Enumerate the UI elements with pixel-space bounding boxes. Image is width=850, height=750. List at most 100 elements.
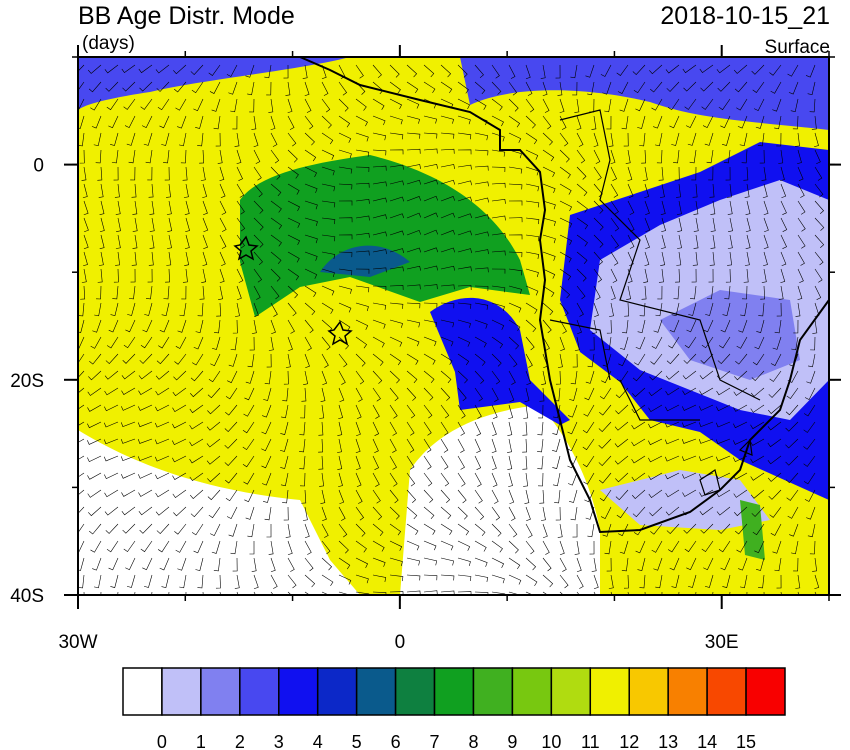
wind-barb bbox=[372, 472, 380, 487]
wind-barb bbox=[159, 115, 170, 129]
wind-barb bbox=[190, 64, 204, 75]
wind-barb bbox=[576, 115, 582, 131]
wind-barb bbox=[559, 285, 571, 299]
wind-barb bbox=[355, 387, 363, 402]
wind-barb bbox=[671, 132, 680, 146]
wind-barb bbox=[87, 421, 102, 429]
wind-barb bbox=[507, 438, 512, 453]
wind-barb bbox=[810, 336, 816, 351]
wind-barb bbox=[508, 285, 522, 294]
wind-barb bbox=[299, 421, 306, 436]
wind-barb bbox=[287, 149, 298, 163]
wind-barb bbox=[538, 404, 544, 419]
wind-barb bbox=[172, 438, 187, 446]
wind-barb bbox=[321, 557, 333, 571]
wind-barb bbox=[474, 557, 488, 567]
wind-barb bbox=[780, 200, 787, 215]
wind-barb bbox=[491, 574, 505, 584]
wind-barb bbox=[457, 180, 473, 186]
wind-barb bbox=[440, 370, 452, 384]
wind-barb bbox=[559, 540, 565, 556]
wind-barb bbox=[304, 115, 314, 130]
wind-barb bbox=[733, 404, 748, 412]
wind-barb bbox=[189, 472, 204, 481]
wind-barb bbox=[785, 421, 799, 432]
wind-barb bbox=[440, 179, 456, 185]
wind-barb bbox=[247, 523, 255, 538]
wind-barb bbox=[406, 370, 418, 384]
wind-barb bbox=[584, 387, 595, 401]
title: BB Age Distr. Mode bbox=[78, 2, 295, 30]
wind-barb bbox=[803, 455, 816, 467]
wind-barb bbox=[122, 353, 136, 364]
wind-barb bbox=[131, 251, 137, 266]
wind-barb bbox=[155, 506, 170, 516]
wind-barb bbox=[249, 98, 255, 113]
wind-barb bbox=[264, 64, 272, 79]
wind-barb bbox=[598, 438, 612, 449]
wind-barb bbox=[261, 421, 272, 435]
wind-barb bbox=[189, 438, 204, 447]
wind-barb bbox=[423, 455, 432, 470]
wind-barb bbox=[287, 319, 295, 334]
wind-barb bbox=[632, 370, 646, 382]
wind-barb bbox=[372, 540, 385, 552]
wind-barb bbox=[610, 217, 620, 232]
wind-barb bbox=[684, 98, 697, 110]
wind-barb bbox=[78, 421, 85, 426]
wind-barb bbox=[604, 98, 612, 113]
wind-barb bbox=[355, 455, 361, 471]
wind-barb bbox=[355, 506, 365, 521]
wind-barb bbox=[542, 268, 556, 279]
wind-barb bbox=[372, 336, 385, 348]
wind-barb bbox=[704, 574, 714, 588]
wind-barb bbox=[253, 268, 263, 283]
wind-barb bbox=[491, 232, 506, 238]
wind-barb bbox=[87, 472, 102, 480]
wind-barb bbox=[715, 421, 731, 428]
wind-barb bbox=[210, 523, 221, 537]
wind-barb bbox=[130, 166, 136, 181]
wind-barb bbox=[779, 166, 785, 182]
wind-barb bbox=[797, 234, 806, 249]
wind-barb bbox=[161, 574, 170, 588]
wind-barb bbox=[491, 336, 504, 349]
wind-barb bbox=[355, 198, 370, 204]
wind-barb bbox=[225, 387, 238, 400]
wind-barb bbox=[702, 115, 714, 129]
wind-barb bbox=[700, 353, 714, 364]
wind-barb bbox=[78, 319, 85, 333]
wind-barb bbox=[279, 438, 289, 452]
wind-barb bbox=[93, 132, 102, 147]
wind-barb bbox=[156, 523, 170, 535]
wind-barb bbox=[372, 387, 381, 402]
wind-barb bbox=[355, 149, 370, 157]
wind-barb bbox=[179, 302, 187, 317]
wind-barb bbox=[105, 353, 119, 365]
wind-barb bbox=[745, 234, 751, 250]
wind-barb bbox=[474, 81, 486, 95]
wind-barb bbox=[508, 472, 513, 488]
wind-barb bbox=[508, 268, 523, 276]
wind-barb bbox=[457, 115, 471, 125]
wind-barb bbox=[406, 353, 419, 365]
wind-barb bbox=[147, 268, 153, 283]
wind-barb bbox=[304, 166, 317, 178]
wind-barb bbox=[372, 591, 387, 595]
wind-barb bbox=[559, 268, 572, 281]
wind-barb bbox=[440, 489, 451, 503]
wind-barb bbox=[583, 472, 595, 485]
wind-barb bbox=[175, 336, 187, 349]
wind-barb bbox=[598, 455, 612, 466]
wind-barb bbox=[491, 404, 498, 420]
wind-barb bbox=[214, 319, 221, 334]
wind-barb bbox=[304, 302, 316, 316]
wind-barb bbox=[665, 489, 680, 498]
wind-barb bbox=[759, 149, 765, 164]
wind-barb bbox=[491, 215, 506, 221]
wind-barb bbox=[116, 217, 121, 232]
wind-barb bbox=[177, 557, 187, 571]
wind-barb bbox=[287, 557, 295, 572]
wind-barb bbox=[189, 404, 204, 414]
wind-barb bbox=[253, 149, 261, 164]
